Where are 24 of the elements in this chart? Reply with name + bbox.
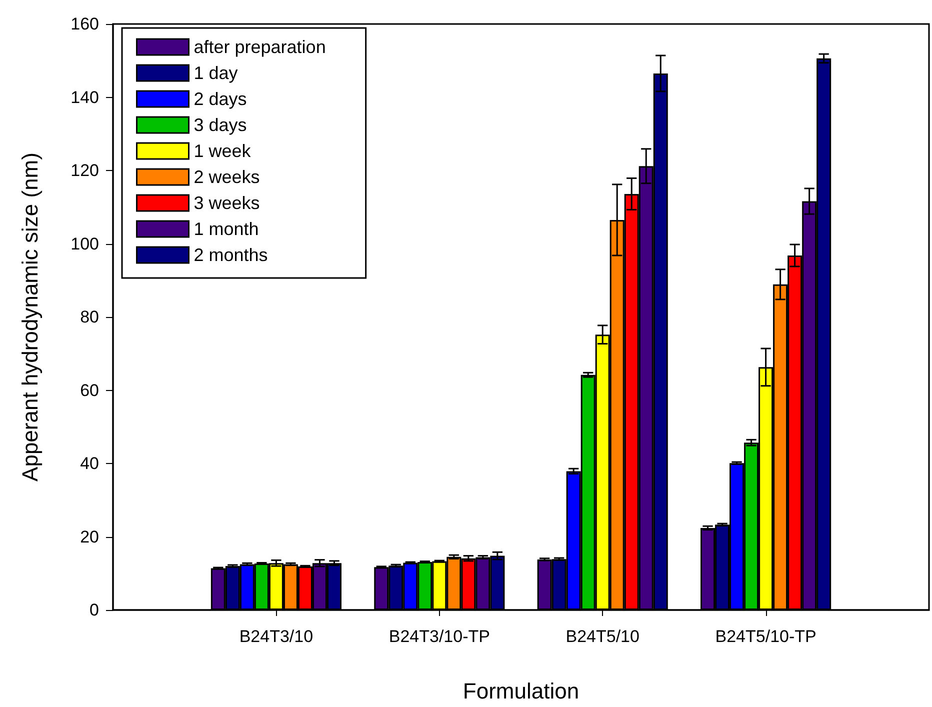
y-tick-label: 140 <box>70 88 99 107</box>
y-tick-label: 160 <box>70 14 99 34</box>
y-tick-label: 60 <box>80 380 99 400</box>
y-axis-title: Apperant hydrodynamic size (nm) <box>18 152 42 482</box>
x-tick-label: B24T3/10-TP <box>388 627 490 646</box>
legend-label: 1 month <box>194 219 259 239</box>
x-tick-label: B24T3/10 <box>239 627 314 646</box>
y-tick-label: 100 <box>70 234 99 254</box>
legend-label: 3 weeks <box>194 193 260 213</box>
y-tick-label: 120 <box>70 161 99 180</box>
legend-label: 2 days <box>194 89 247 109</box>
legend-label: 2 weeks <box>194 167 260 187</box>
y-tick-label: 20 <box>80 527 99 546</box>
legend-label: 1 week <box>194 141 252 161</box>
y-tick-label: 40 <box>80 454 99 473</box>
x-tick-label: B24T5/10-TP <box>715 627 816 646</box>
x-tick-label: B24T5/10 <box>566 627 640 646</box>
y-tick-label: 80 <box>80 308 99 326</box>
x-axis-title: Formulation <box>462 678 580 704</box>
legend-label: 1 day <box>194 63 238 83</box>
legend-label: 3 days <box>194 115 247 135</box>
y-tick-label: 0 <box>90 600 99 620</box>
legend-label: after preparation <box>194 37 326 57</box>
legend-label: 2 months <box>194 245 268 265</box>
